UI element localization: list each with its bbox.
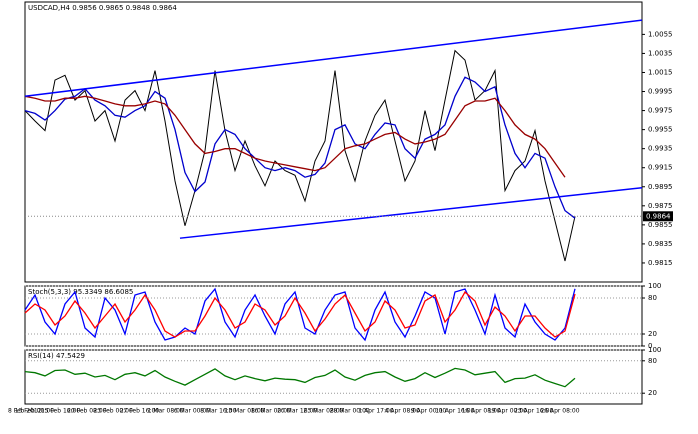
x-tick-label: 27 Feb 16:00 (120, 408, 160, 415)
panel-title: USDCAD,H4 0.9856 0.9865 0.9848 0.9864 (28, 4, 177, 12)
series-line (24, 367, 576, 388)
y-tick-label: 0.9875 (648, 202, 673, 210)
x-tick-label: 16 Mar 00:00 (251, 408, 291, 415)
panel-frame (24, 349, 643, 405)
panel-frame (24, 285, 643, 347)
y-tick-label: 100 (648, 282, 661, 290)
y-tick-label: 0.9975 (648, 107, 673, 115)
y-tick-label: 0.9895 (648, 183, 673, 191)
panel-title: RSI(14) 47.5429 (28, 352, 85, 360)
x-tick-label: 6 Mar 00:00 (174, 408, 210, 415)
x-tick-label: 4 Apr 08:00 (385, 408, 420, 415)
series-line (24, 95, 566, 178)
panel-frame (24, 1, 643, 283)
y-tick-label: 0 (648, 342, 652, 350)
x-tick-label: 23 Apr 16:00 (514, 408, 553, 415)
series-line (24, 49, 576, 262)
y-tick-label: 1.0035 (648, 49, 673, 57)
x-tick-label: 1 Apr 17:00 (358, 408, 393, 415)
y-tick-label: 0.9855 (648, 221, 673, 229)
x-tick-label: 9 Apr 00:00 (411, 408, 446, 415)
x-tick-label: 28 Mar 00:00 (330, 408, 370, 415)
x-tick-label: 8 Feb 2012 (8, 408, 42, 415)
x-tick-label: 11 Apr 16:00 (435, 408, 474, 415)
y-tick-label: 80 (648, 357, 657, 365)
trend-line (179, 186, 643, 239)
x-tick-label: 26 Apr 08:00 (540, 408, 579, 415)
y-tick-label: 0.9815 (648, 259, 673, 267)
x-tick-label: 13 Feb 00:00 (15, 408, 55, 415)
x-tick-label: 23 Feb 00:00 (93, 408, 133, 415)
y-tick-label: 1.0055 (648, 30, 673, 38)
x-tick-label: 20 Mar 16:00 (277, 408, 317, 415)
y-tick-label: 20 (648, 330, 657, 338)
x-tick-label: 1 Mar 08:00 (148, 408, 184, 415)
y-tick-label: 0.9955 (648, 126, 673, 134)
x-tick-label: 23 Mar 08:00 (303, 408, 343, 415)
trend-line (24, 19, 643, 98)
y-tick-label: 0.9935 (648, 145, 673, 153)
y-tick-label: 0.9995 (648, 88, 673, 96)
y-tick-label: 80 (648, 294, 657, 302)
series-line (24, 290, 576, 338)
y-tick-label: 20 (648, 389, 657, 397)
last-price-label: 0.9864 (646, 212, 671, 220)
x-tick-label: 13 Mar 08:00 (225, 408, 265, 415)
y-tick-label: 100 (648, 346, 661, 354)
x-tick-label: 20 Feb 08:00 (67, 408, 107, 415)
series-line (24, 76, 576, 219)
y-tick-label: 0.9915 (648, 164, 673, 172)
series-line (24, 287, 576, 342)
last-price-box (643, 211, 673, 222)
x-tick-label: 19 Apr 00:00 (488, 408, 527, 415)
panel-title: Stoch(5,3,3) 95.3349 86.6085 (28, 288, 133, 296)
y-tick-label: 0.9835 (648, 240, 673, 248)
y-tick-label: 1.0015 (648, 68, 673, 76)
x-tick-label: 8 Mar 16:00 (200, 408, 236, 415)
x-tick-label: 15 Feb 16:00 (41, 408, 81, 415)
x-tick-label: 16 Apr 08:00 (462, 408, 501, 415)
